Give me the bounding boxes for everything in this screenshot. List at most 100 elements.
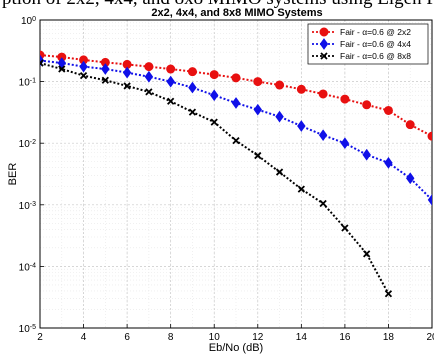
data-point-diamond <box>384 156 393 169</box>
data-point-circle <box>253 77 263 87</box>
data-point-x <box>363 250 371 258</box>
x-tick-label: 6 <box>124 332 130 343</box>
x-tick-label: 4 <box>81 332 87 343</box>
plot-frame <box>39 19 433 329</box>
data-point-circle <box>209 70 219 80</box>
data-point-x <box>79 71 88 80</box>
y-tick-label: 100 <box>21 16 36 28</box>
x-marker-stroke <box>145 88 153 96</box>
x-tick-label: 16 <box>339 332 351 343</box>
data-point-circle <box>318 89 328 99</box>
data-point-circle <box>383 105 393 115</box>
y-tick-label: 10-4 <box>19 262 36 274</box>
data-point-circle <box>296 84 306 94</box>
legend: Fair - α=0.6 @ 2x2 Fair - α=0.6 @ 4x4 Fair… <box>307 23 429 65</box>
data-point-diamond <box>188 81 197 94</box>
series-3 <box>40 59 393 298</box>
data-point-diamond <box>231 97 241 109</box>
x-marker-stroke <box>188 108 197 116</box>
x-axis-label: Eb/No (dB) <box>209 342 263 354</box>
y-tick-label: 10-5 <box>19 324 36 336</box>
data-point-circle <box>144 62 154 72</box>
x-tick-label: 18 <box>383 332 395 343</box>
data-point-x <box>232 137 240 145</box>
x-marker-stroke <box>254 151 262 160</box>
legend-entry: Fair - α=0.6 @ 8x8 <box>312 51 411 61</box>
data-point-diamond <box>101 63 110 75</box>
x-marker-stroke <box>319 199 327 208</box>
data-point-diamond <box>210 89 219 102</box>
x-marker-stroke <box>79 71 88 80</box>
data-point-diamond <box>253 103 262 116</box>
caption-fragment: ption of 2x2, 4x4, and 8x8 MIMO systems … <box>0 0 434 8</box>
data-point-diamond <box>319 38 329 50</box>
data-point-circle <box>427 131 432 141</box>
data-point-circle <box>319 27 329 37</box>
x-marker-stroke <box>341 224 349 232</box>
data-point-x <box>341 224 349 232</box>
data-point-circle <box>166 64 176 74</box>
data-point-circle <box>231 73 241 83</box>
data-point-x <box>275 168 284 176</box>
x-marker-stroke <box>363 250 371 258</box>
y-tick-label: 10-3 <box>19 200 36 212</box>
data-point-x <box>123 82 131 90</box>
x-tick-label: 10 <box>209 332 221 343</box>
x-marker-stroke <box>320 52 328 60</box>
data-point-x <box>384 290 393 298</box>
data-point-x <box>210 118 218 126</box>
chart-title: 2x2, 4x4, and 8x8 MIMO Systems <box>151 7 323 19</box>
data-point-x <box>320 52 328 60</box>
data-point-circle <box>405 120 415 130</box>
x-marker-stroke <box>167 97 175 105</box>
data-point-diamond <box>166 75 175 88</box>
data-point-x <box>58 65 66 73</box>
data-point-diamond <box>318 129 328 142</box>
data-point-diamond <box>362 148 371 161</box>
data-point-diamond <box>275 110 284 123</box>
x-tick-label: 2 <box>37 332 43 343</box>
data-point-x <box>40 59 44 67</box>
data-point-diamond <box>79 60 88 73</box>
x-marker-stroke <box>58 65 66 73</box>
x-marker-stroke <box>232 137 240 145</box>
legend-label: Fair - α=0.6 @ 4x4 <box>340 39 411 49</box>
x-marker-stroke <box>40 61 44 67</box>
caption-fragment-text: ption of 2x2, 4x4, and 8x8 MIMO systems … <box>2 0 434 8</box>
data-point-diamond <box>340 137 350 150</box>
legend-label: Fair - α=0.6 @ 8x8 <box>340 51 411 61</box>
data-point-x <box>319 199 327 208</box>
legend-entry: Fair - α=0.6 @ 4x4 <box>312 38 411 50</box>
x-tick-label: 8 <box>168 332 174 343</box>
data-point-x <box>297 185 305 193</box>
data-point-diamond <box>122 66 132 79</box>
x-marker-stroke <box>40 59 44 65</box>
x-tick-label: 14 <box>296 332 308 343</box>
x-tick-label: 12 <box>252 332 264 343</box>
series-2 <box>40 54 432 206</box>
data-point-diamond <box>144 70 154 83</box>
series-layer <box>40 50 432 298</box>
data-point-circle <box>362 100 372 110</box>
x-marker-stroke <box>297 185 305 193</box>
data-point-circle <box>340 94 350 104</box>
legend-entry: Fair - α=0.6 @ 2x2 <box>312 27 411 37</box>
x-marker-stroke <box>123 82 131 90</box>
data-point-diamond <box>297 120 306 132</box>
data-point-x <box>101 76 109 84</box>
x-marker-stroke <box>101 76 109 84</box>
data-point-x <box>254 151 262 160</box>
y-axis-label: BER <box>7 163 19 186</box>
x-tick-label: 20 <box>426 332 434 343</box>
x-marker-stroke <box>210 118 218 126</box>
y-tick-label: 10-2 <box>19 139 36 151</box>
data-point-circle <box>187 67 197 77</box>
data-point-circle <box>275 80 285 90</box>
x-marker-stroke <box>384 290 393 298</box>
data-point-x <box>145 88 153 96</box>
axis-ticks: 2 4 6 8 10 12 14 16 18 20 10-5 10-4 10-3 10-2 10-1 100 <box>19 16 434 344</box>
data-point-diamond <box>427 194 432 206</box>
legend-label: Fair - α=0.6 @ 2x2 <box>340 27 411 37</box>
data-point-x <box>167 97 175 105</box>
